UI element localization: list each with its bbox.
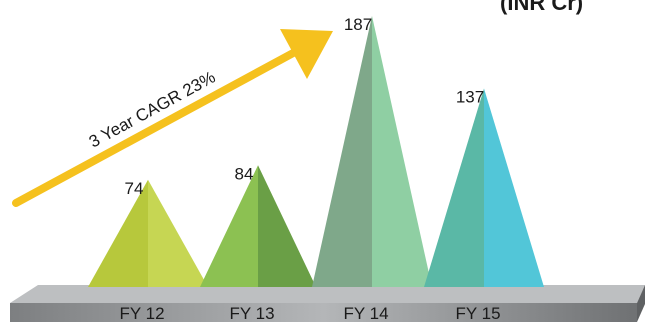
cagr-arrow: 3 Year CAGR 23% bbox=[12, 29, 333, 207]
category-label-fy13: FY 13 bbox=[229, 304, 274, 323]
category-label-fy14: FY 14 bbox=[343, 304, 388, 323]
unit-label: (INR Cr) bbox=[500, 0, 583, 15]
bars-group bbox=[88, 16, 544, 287]
bar-fy12-right-face bbox=[148, 179, 208, 287]
bar-fy13-right-face bbox=[258, 165, 316, 287]
bar-fy12-left-face bbox=[88, 179, 148, 287]
cagr-arrow-head bbox=[280, 29, 333, 79]
category-label-fy15: FY 15 bbox=[455, 304, 500, 323]
bar-fy13-left-face bbox=[200, 165, 258, 287]
value-label-fy14: 187 bbox=[344, 15, 372, 34]
bar-fy14-left-face bbox=[312, 16, 372, 287]
cagr-annotation: 3 Year CAGR 23% bbox=[86, 67, 219, 151]
category-label-fy12: FY 12 bbox=[119, 304, 164, 323]
bar-fy14-right-face bbox=[372, 16, 432, 287]
category-labels: FY 12 FY 13 FY 14 FY 15 bbox=[119, 304, 500, 323]
cagr-arrow-shaft bbox=[12, 48, 299, 207]
platform-base bbox=[10, 285, 645, 322]
bar-fy15-right-face bbox=[484, 88, 544, 287]
value-label-fy15: 137 bbox=[456, 87, 484, 106]
bar-fy15-left-face bbox=[424, 88, 484, 287]
value-label-fy13: 84 bbox=[235, 164, 254, 183]
value-labels: 74 84 187 137 bbox=[125, 15, 485, 198]
value-label-fy12: 74 bbox=[125, 179, 144, 198]
